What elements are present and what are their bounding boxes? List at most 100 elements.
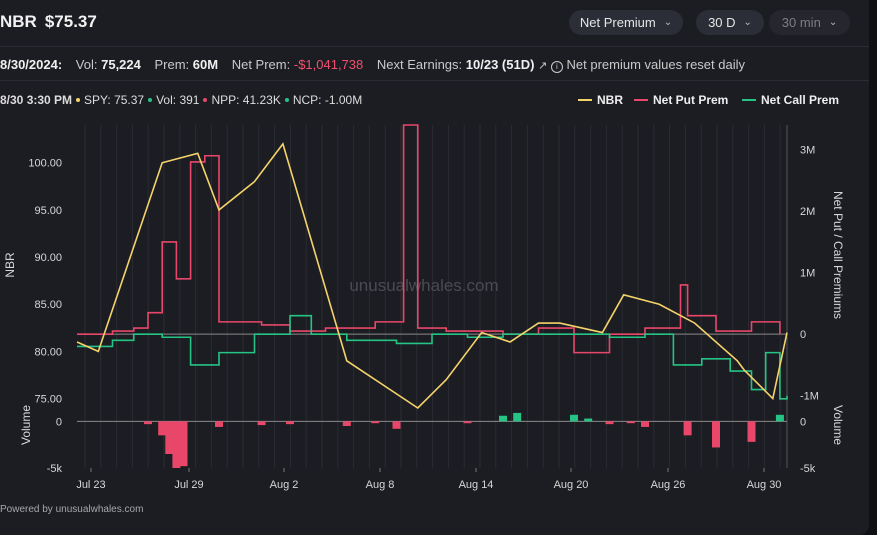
volume-bar [775,414,784,422]
volume-bar [641,421,649,427]
chevron-down-icon: ⌄ [743,17,752,28]
volume-bar [570,414,578,422]
y-left-tick: 90.00 [34,252,62,264]
volume-tick-right: 0 [800,416,806,428]
header-bar: NBR $75.37 Net Premium ⌄ 30 D ⌄ 30 min ⌄ [0,0,869,47]
earnings-value: 10/23 (51D) [465,57,535,72]
volume-bar [158,421,167,436]
hover-time: 8/30 3:30 PM [0,93,73,107]
volume-bar [179,421,188,467]
hover-spy: SPY: 75.37 [84,93,145,107]
hover-readout: 8/30 3:30 PM SPY: 75.37 Vol: 391 NPP: 41.23… [0,93,362,107]
chevron-down-icon: ⌄ [663,17,673,28]
volume-bar [342,421,351,426]
net-call-prem-line [77,314,788,400]
earnings-label: Next Earnings: [376,57,463,72]
nbr-price-line [76,142,788,410]
volume-tick-right: -5k [800,463,816,475]
dot-icon [203,97,208,102]
reset-note: Net premium values reset daily [566,57,745,72]
x-tick: Aug 20 [554,479,589,491]
divider [0,80,869,81]
vol-label: Vol: [75,57,98,72]
watermark: unusualwhales.com [349,276,498,295]
dot-icon [76,97,81,102]
volume-tick: -5k [47,463,63,475]
volume-bar [513,412,522,422]
x-tick: Aug 14 [459,479,494,491]
x-tick: Aug 30 [747,479,782,491]
dot-icon [148,97,153,102]
legend-swatch-put [634,99,648,101]
y-left-label: NBR [3,252,17,278]
prem-value: 60M [192,57,219,72]
legend-label-nbr: NBR [597,93,623,107]
y-left-tick: 95.00 [34,205,62,217]
x-tick: Jul 29 [174,479,203,491]
volume-bar [683,421,692,436]
legend-swatch-call [742,99,756,101]
y-left-tick: 80.00 [34,346,62,358]
hover-npp: NPP: 41.23K [211,93,281,107]
x-tick: Aug 8 [366,479,395,491]
y-right-tick: 3M [800,145,815,157]
y-left-tick: 75.00 [34,394,62,406]
net-put-prem-line [77,124,781,354]
volume-tick: 0 [56,416,62,428]
volume-bar [605,421,614,425]
volume-label: Volume [19,405,33,445]
volume-label-right: Volume [831,405,845,445]
legend-label-call: Net Call Prem [761,93,840,107]
legend-call[interactable]: Net Call Prem [742,93,839,107]
interval-dropdown[interactable]: 30 min ⌄ [769,10,850,35]
summary-row: 8/30/2024: Vol: 75,224 Prem: 60M Net Pre… [0,57,745,73]
chevron-down-icon: ⌄ [828,17,838,28]
x-tick: Aug 2 [270,479,299,491]
legend-nbr[interactable]: NBR [578,93,623,107]
y-right-label: Net Put / Call Premiums [831,191,845,319]
volume-bar [463,421,472,424]
y-right-tick: 2M [800,206,815,218]
volume-bar [626,421,635,424]
volume-bar [165,421,174,454]
legend-label-put: Net Put Prem [653,93,729,107]
netprem-value: -$1,041,738 [293,57,364,72]
volume-bar [747,421,756,442]
y-right-tick: 0 [800,329,806,341]
volume-bar [499,415,507,422]
y-left-tick: 100.00 [28,158,62,170]
info-icon[interactable]: i [550,61,563,73]
volume-bar [392,421,401,429]
volume-bar [371,421,380,424]
ticker-symbol: NBR [0,12,37,31]
ticker-title: NBR $75.37 [0,12,97,32]
y-left-tick: 85.00 [34,299,62,311]
y-right-tick: 1M [800,268,815,280]
x-tick: Aug 26 [651,479,686,491]
volume-bar [215,421,223,427]
legend-put[interactable]: Net Put Prem [634,93,728,107]
range-dropdown[interactable]: 30 D ⌄ [696,10,764,35]
volume-bar [144,421,152,425]
legend-swatch-nbr [578,99,592,101]
volume-bar [712,421,720,448]
netprem-label: Net Prem: [231,57,291,72]
interval-dropdown-label: 30 min [781,15,821,30]
metric-dropdown[interactable]: Net Premium ⌄ [569,10,683,35]
external-link-icon[interactable]: ↗ [538,60,548,72]
metric-dropdown-label: Net Premium [579,15,656,30]
vol-value: 75,224 [101,57,141,72]
volume-bar [286,421,294,425]
dot-icon [284,97,289,102]
hover-ncp: NCP: -1.00M [292,93,363,107]
hover-vol: Vol: 391 [156,93,200,107]
powered-by: Powered by unusualwhales.com [0,504,144,515]
y-right-tick: -1M [800,391,819,403]
prem-label: Prem: [154,57,190,72]
volume-bar [257,421,266,426]
summary-date: 8/30/2024: [0,57,63,72]
x-tick: Jul 23 [76,479,105,491]
volume-bar [172,421,181,468]
